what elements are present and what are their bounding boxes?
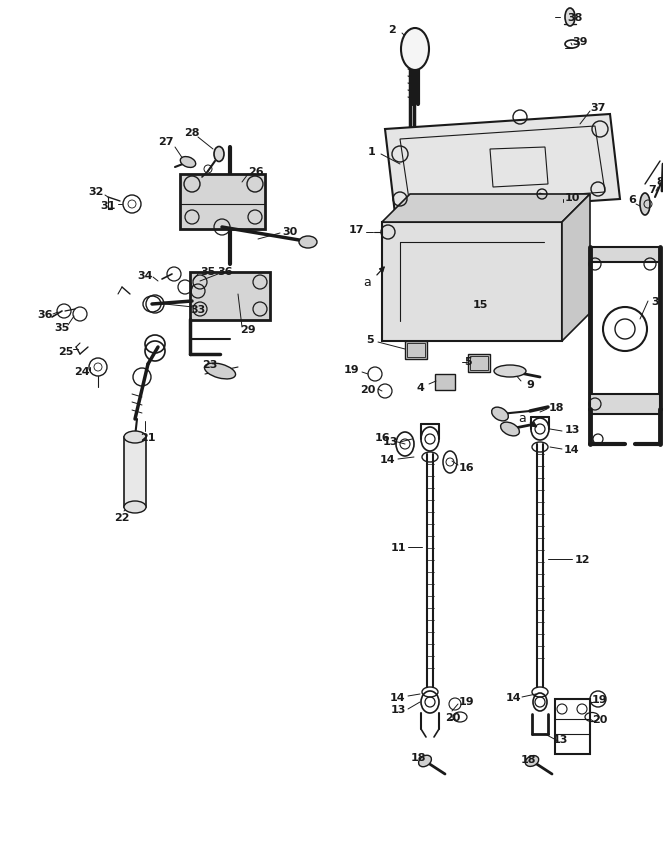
Ellipse shape	[124, 501, 146, 513]
Text: 31: 31	[100, 201, 115, 211]
Text: 26: 26	[248, 167, 264, 176]
Ellipse shape	[494, 365, 526, 377]
Text: 19: 19	[459, 696, 475, 706]
Text: 39: 39	[572, 37, 588, 47]
Bar	[180, 175, 265, 230]
Text: 4: 4	[416, 382, 424, 392]
Text: 14: 14	[564, 445, 580, 454]
Text: 35: 35	[200, 267, 215, 277]
Text: 13: 13	[383, 436, 398, 446]
Polygon shape	[385, 115, 620, 214]
Text: 14: 14	[506, 692, 522, 702]
Text: 25: 25	[58, 347, 74, 356]
Text: 32: 32	[88, 187, 103, 197]
Text: 37: 37	[590, 103, 606, 113]
Text: 17: 17	[348, 225, 364, 235]
Bar	[468, 354, 490, 372]
Text: 35: 35	[54, 322, 70, 333]
Text: 11: 11	[391, 543, 406, 552]
Ellipse shape	[525, 755, 538, 766]
Text: 1: 1	[368, 147, 376, 157]
Ellipse shape	[640, 194, 650, 216]
Text: 16: 16	[459, 463, 475, 473]
Text: 21: 21	[141, 432, 156, 442]
Bar	[407, 344, 425, 358]
Bar	[382, 223, 562, 342]
Text: 13: 13	[391, 704, 406, 714]
Text: 14: 14	[380, 454, 396, 464]
Ellipse shape	[565, 9, 575, 27]
Text: 20: 20	[360, 385, 376, 394]
Text: 10: 10	[564, 192, 579, 203]
Text: 18: 18	[548, 403, 564, 413]
Text: 3: 3	[651, 296, 659, 306]
Bar	[190, 273, 270, 321]
Text: a: a	[363, 275, 371, 288]
Text: 24: 24	[74, 366, 90, 376]
Text: 33: 33	[190, 305, 206, 315]
Polygon shape	[562, 195, 590, 342]
Text: 34: 34	[137, 271, 152, 281]
Ellipse shape	[124, 431, 146, 443]
Ellipse shape	[492, 408, 509, 421]
Text: 7: 7	[648, 185, 656, 195]
Bar	[590, 394, 660, 414]
Text: 22: 22	[114, 512, 130, 522]
Bar	[435, 375, 455, 391]
Text: 16: 16	[375, 432, 391, 442]
Text: 27: 27	[158, 137, 174, 147]
Bar	[555, 699, 590, 754]
Text: a: a	[518, 411, 526, 424]
Text: 36: 36	[37, 310, 53, 320]
Text: 29: 29	[240, 325, 256, 334]
Text: 13: 13	[552, 734, 568, 744]
Ellipse shape	[214, 148, 224, 162]
Text: 5: 5	[366, 334, 374, 344]
Bar	[124, 437, 146, 507]
Text: 20: 20	[592, 714, 608, 724]
Ellipse shape	[501, 423, 519, 436]
Text: 19: 19	[592, 694, 608, 704]
Ellipse shape	[418, 755, 432, 767]
Bar	[405, 342, 427, 360]
Text: 20: 20	[446, 712, 461, 722]
Text: 9: 9	[526, 380, 534, 390]
Ellipse shape	[180, 157, 196, 168]
Text: 8: 8	[656, 176, 663, 187]
Text: 18: 18	[520, 754, 536, 764]
Text: 28: 28	[184, 127, 200, 138]
Text: 13: 13	[564, 425, 579, 435]
Bar	[470, 356, 488, 371]
Ellipse shape	[299, 236, 317, 249]
Text: 38: 38	[568, 13, 583, 23]
Text: 15: 15	[472, 300, 488, 310]
Text: 14: 14	[391, 692, 406, 702]
Text: 19: 19	[344, 365, 360, 375]
Ellipse shape	[401, 29, 429, 71]
Text: 36: 36	[217, 267, 233, 277]
Text: 18: 18	[410, 752, 426, 762]
Polygon shape	[382, 195, 590, 223]
Bar	[590, 247, 660, 262]
Text: 30: 30	[282, 227, 298, 236]
Text: 5: 5	[464, 356, 472, 366]
Text: 23: 23	[202, 360, 217, 370]
Text: 2: 2	[388, 25, 396, 35]
Text: 12: 12	[574, 555, 590, 565]
Text: 6: 6	[628, 195, 636, 205]
Ellipse shape	[204, 364, 235, 380]
